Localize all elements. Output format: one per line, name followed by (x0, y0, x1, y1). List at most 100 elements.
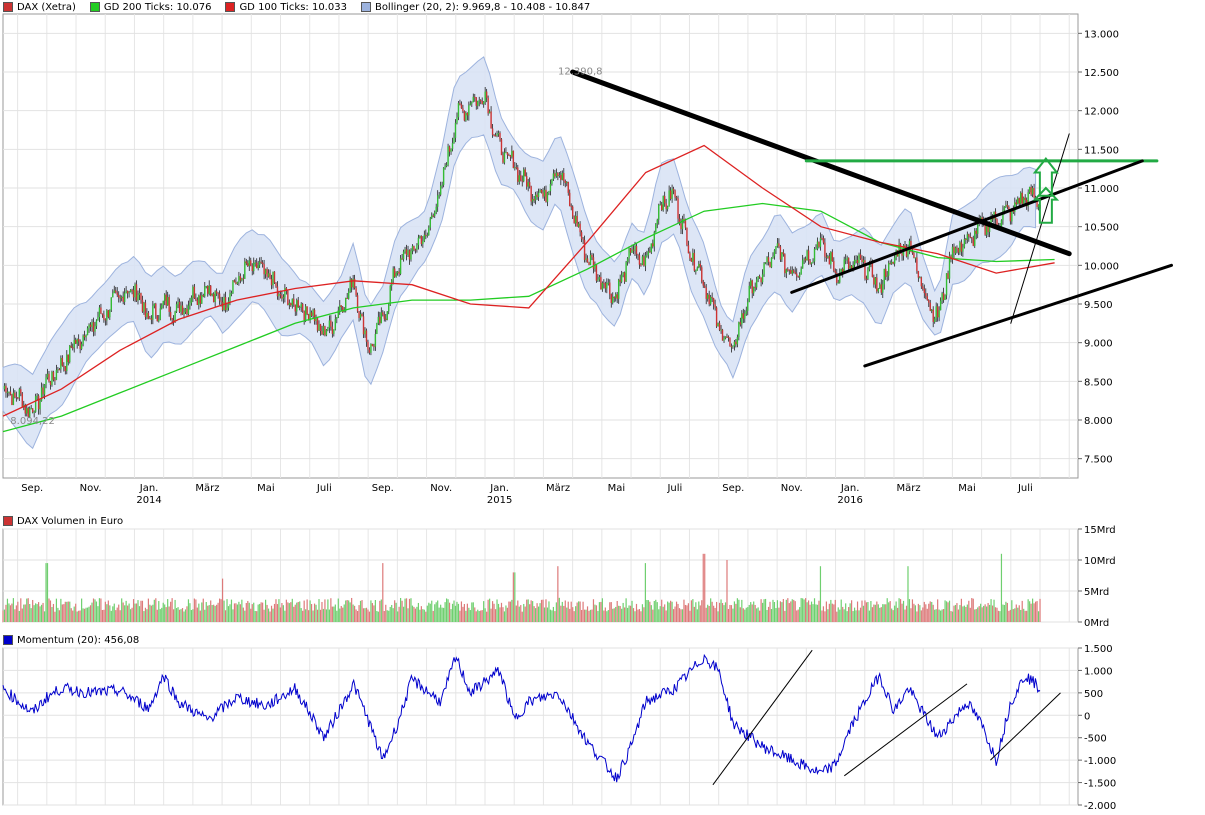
volume-bar (26, 598, 28, 622)
volume-bar (9, 605, 12, 622)
candle-body (272, 271, 274, 286)
y-tick-label: 11.000 (1084, 184, 1119, 195)
candle-body (404, 249, 406, 252)
candle-body (434, 212, 436, 216)
volume-bar (318, 599, 320, 622)
candle-body (21, 393, 23, 408)
candle-body (818, 241, 820, 247)
volume-bar (407, 608, 409, 622)
candle-body (595, 264, 598, 281)
candle-body (892, 261, 894, 264)
volume-bar (76, 611, 78, 622)
candle-body (147, 312, 150, 319)
candle-body (859, 254, 862, 259)
candle-body (1024, 197, 1026, 200)
candle-body (297, 300, 299, 308)
volume-bar (494, 609, 497, 622)
volume-bar (957, 609, 960, 622)
candle-body (112, 293, 114, 298)
candle-body (361, 314, 363, 317)
candle-body (459, 103, 461, 105)
volume-bar (567, 601, 569, 622)
volume-bar (140, 600, 142, 622)
candle-body (497, 132, 500, 135)
volume-bar (291, 598, 293, 622)
candle-body (564, 180, 566, 183)
volume-bar (704, 553, 706, 622)
volume-bar (583, 609, 586, 622)
volume-bar (997, 610, 1000, 622)
volume-bar (721, 603, 724, 622)
volume-bar (315, 604, 317, 622)
volume-bar (401, 600, 403, 622)
volume-bar (518, 606, 520, 622)
legend-item-volume: DAX Volumen in Euro (3, 516, 123, 527)
trendline (1010, 133, 1070, 324)
candle-body (396, 271, 399, 274)
volume-bar (622, 602, 624, 622)
volume-bar (907, 566, 909, 622)
candle-body (463, 111, 466, 121)
candle-body (864, 260, 866, 279)
volume-bar (1002, 604, 1004, 622)
volume-bar (328, 609, 330, 622)
volume-bar (960, 598, 962, 622)
candle-body (671, 188, 673, 199)
candle-body (825, 256, 828, 258)
candle-body (620, 275, 623, 282)
candle-body (509, 155, 512, 157)
candle-body (577, 223, 580, 227)
volume-bar (33, 605, 35, 622)
candle-body (395, 273, 397, 277)
volume-bar (450, 609, 452, 622)
volume-bar (388, 610, 390, 622)
candle-body (704, 285, 706, 288)
volume-bar (367, 609, 369, 622)
volume-bar (51, 607, 53, 622)
candle-body (49, 381, 52, 385)
candle-body (54, 379, 56, 381)
volume-bar (727, 608, 730, 622)
candle-body (920, 277, 923, 287)
candle-body (195, 298, 197, 300)
volume-bar (400, 597, 402, 622)
volume-bar (497, 603, 500, 622)
candle-body (109, 310, 111, 318)
candle-body (718, 323, 721, 331)
momentum-trendline (712, 649, 813, 786)
volume-bar (448, 602, 451, 622)
candle-body (423, 234, 426, 242)
volume-bar (524, 606, 526, 622)
volume-bar (582, 601, 584, 622)
volume-bar (52, 603, 55, 622)
candle-body (959, 242, 961, 253)
volume-bar (244, 610, 246, 622)
volume-bar (879, 607, 881, 622)
volume-bar (40, 604, 43, 622)
volume-bar (382, 563, 384, 622)
volume-bar (411, 605, 414, 622)
volume-bar (511, 599, 513, 622)
volume-bar (313, 603, 316, 622)
volume-bar (192, 609, 194, 622)
volume-bar (282, 605, 284, 622)
candle-body (220, 300, 222, 303)
volume-bar (851, 600, 853, 622)
volume-bar (270, 605, 273, 622)
candle-body (115, 290, 117, 293)
candle-body (116, 292, 118, 296)
candle-body (579, 223, 581, 233)
candle-body (146, 312, 148, 317)
candle-body (745, 310, 747, 315)
candle-body (708, 294, 710, 305)
candle-body (345, 297, 347, 312)
volume-bar (426, 605, 428, 622)
volume-bar (745, 607, 747, 622)
volume-bar (913, 603, 915, 622)
volume-bar (1015, 604, 1017, 622)
candle-body (956, 247, 958, 249)
candle-body (659, 204, 661, 206)
candle-body (494, 135, 497, 137)
candle-body (804, 258, 807, 261)
volume-bar (996, 607, 998, 622)
